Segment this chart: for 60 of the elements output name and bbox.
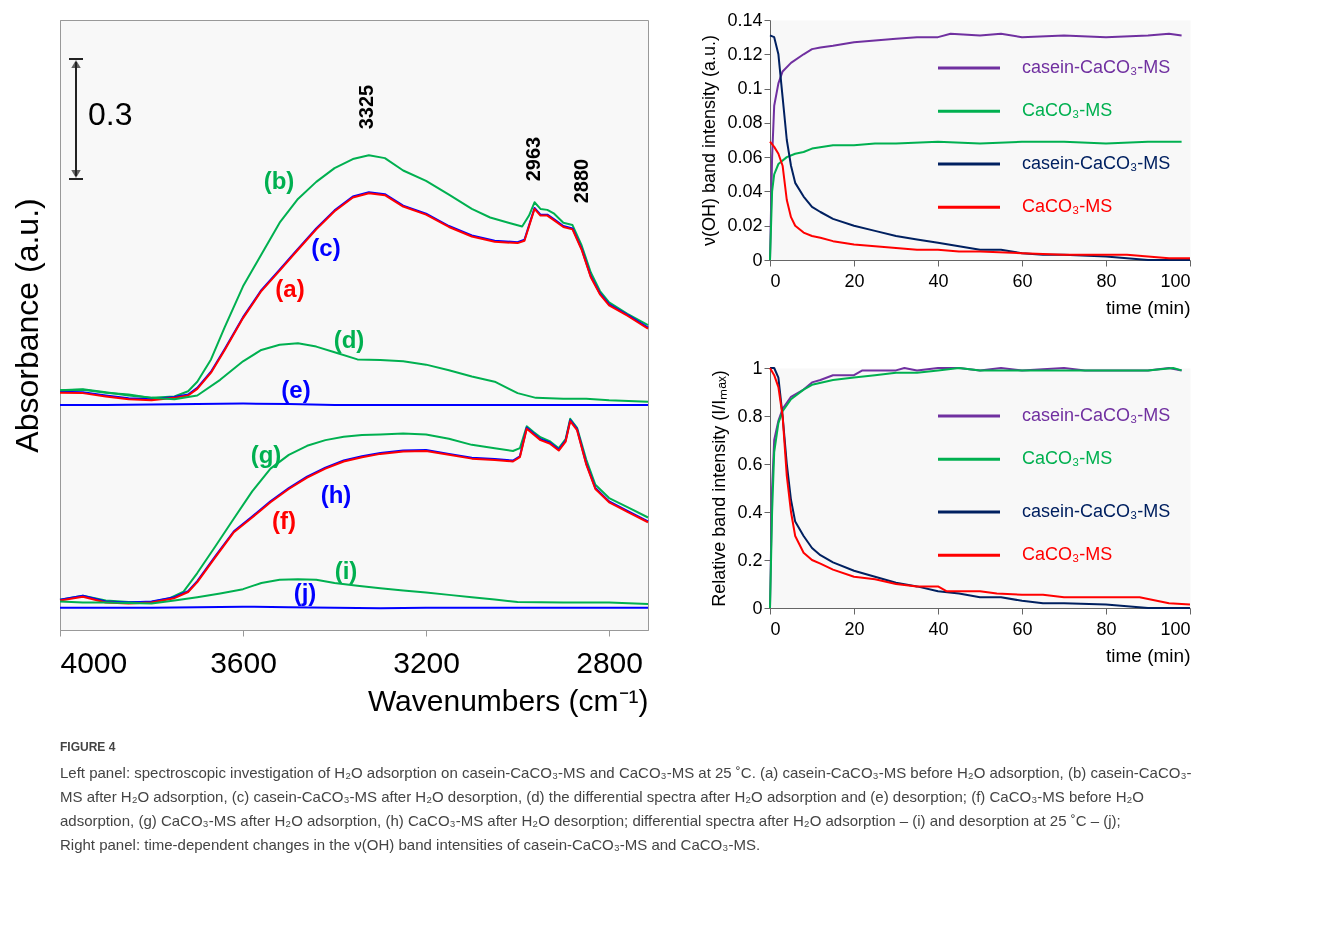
y-tick-label: 0: [752, 249, 763, 270]
x-axis-title: time (min): [1106, 296, 1191, 318]
y-tick-label: 0.6: [737, 453, 763, 474]
legend-label: CaCO₃-MS: [1022, 196, 1113, 217]
y-tick-label: 0.08: [727, 112, 763, 133]
y-tick-label: 0.1: [737, 78, 763, 99]
y-axis-title: Absorbance (a.u.): [8, 198, 45, 453]
x-tick-label: 4000: [60, 645, 128, 679]
legend-label: casein-CaCO₃-MS: [1022, 501, 1171, 521]
legend-label: casein-CaCO₃-MS: [1022, 153, 1171, 173]
x-tick-label: 0: [770, 618, 781, 639]
caption: FIGURE 4: [60, 740, 116, 754]
x-tick-label: 3200: [393, 645, 460, 679]
y-tick-label: 0.14: [727, 9, 763, 30]
y-tick-label: 0.4: [737, 501, 763, 522]
series-label: (i): [334, 557, 358, 584]
x-tick-label: 2800: [576, 645, 643, 679]
y-tick-label: 0: [752, 597, 763, 618]
y-tick-label: 0.12: [727, 43, 763, 64]
x-axis-title: time (min): [1106, 644, 1191, 666]
x-tick-label: 80: [1096, 270, 1117, 291]
series-label: (j): [293, 579, 317, 606]
text: 3325: [355, 84, 377, 130]
legend-label: CaCO₃-MS: [1022, 448, 1113, 469]
legend-label: CaCO₃-MS: [1022, 544, 1113, 565]
y-axis-title: ν(OH) band intensity (a.u.): [699, 34, 720, 247]
text: Left panel: spectroscopic investigation of H₂O adsorption on casein-CaCO₃-MS and CaCO₃-MS at 25 ˚C. (a) casein-CaCO₃-MS before H₂O adsorption, (b) casein-CaCO₃-MS after H₂O adsorption, (c) casein-CaCO₃-MS after H₂O desorption, (d) the differential spectra after H₂O adsorption and (e) desorption; (f) CaCO₃-MS before H₂O adsorption, (g) CaCO₃-MS after H₂O adsorption, (h) CaCO₃-MS after H₂O desorption; differential spectra after H₂O adsorption – (i) and desorption at 25 ˚C – (j); Right panel: time-dependent changes in the ν(OH) band intensities of casein-CaCO₃-MS and CaCO₃-MS.: [60, 764, 1192, 853]
y-tick-label: 0.06: [727, 146, 763, 167]
x-tick-label: 20: [844, 618, 865, 639]
series-label: (b): [263, 167, 295, 194]
series-label: (g): [250, 441, 282, 468]
x-tick-label: 80: [1096, 618, 1117, 639]
x-tick-label: 3600: [210, 645, 277, 679]
x-tick-label: 0: [770, 270, 781, 291]
annotation: 2880: [570, 158, 592, 204]
y-tick-label: 1: [752, 357, 763, 378]
text: 0.3: [88, 96, 133, 132]
x-tick-label: 100: [1160, 618, 1191, 639]
series-label: (h): [320, 481, 352, 508]
x-tick-label: 40: [928, 618, 949, 639]
x-tick-label: 100: [1160, 270, 1191, 291]
series-label: (d): [333, 326, 365, 353]
x-tick-label: 20: [844, 270, 865, 291]
x-tick-label: 60: [1012, 270, 1033, 291]
series-label: (f): [272, 507, 296, 534]
y-axis-title: Relative band intensity (I/Iₘₐₓ): [709, 370, 730, 607]
x-axis-title: Wavenumbers (cm⁻¹): [367, 683, 649, 717]
y-tick-label: 0.02: [727, 215, 763, 236]
legend-label: CaCO₃-MS: [1022, 100, 1113, 121]
series-label: (a): [275, 275, 305, 302]
series-label: (e): [281, 376, 311, 403]
legend-label: casein-CaCO₃-MS: [1022, 57, 1171, 77]
x-tick-label: 60: [1012, 618, 1033, 639]
x-tick-label: 40: [928, 270, 949, 291]
y-tick-label: 0.04: [727, 180, 763, 201]
annotation: 2963: [522, 136, 544, 182]
y-tick-label: 0.8: [737, 405, 763, 426]
y-tick-label: 0.2: [737, 549, 763, 570]
legend-label: casein-CaCO₃-MS: [1022, 405, 1171, 425]
series-label: (c): [311, 234, 341, 261]
